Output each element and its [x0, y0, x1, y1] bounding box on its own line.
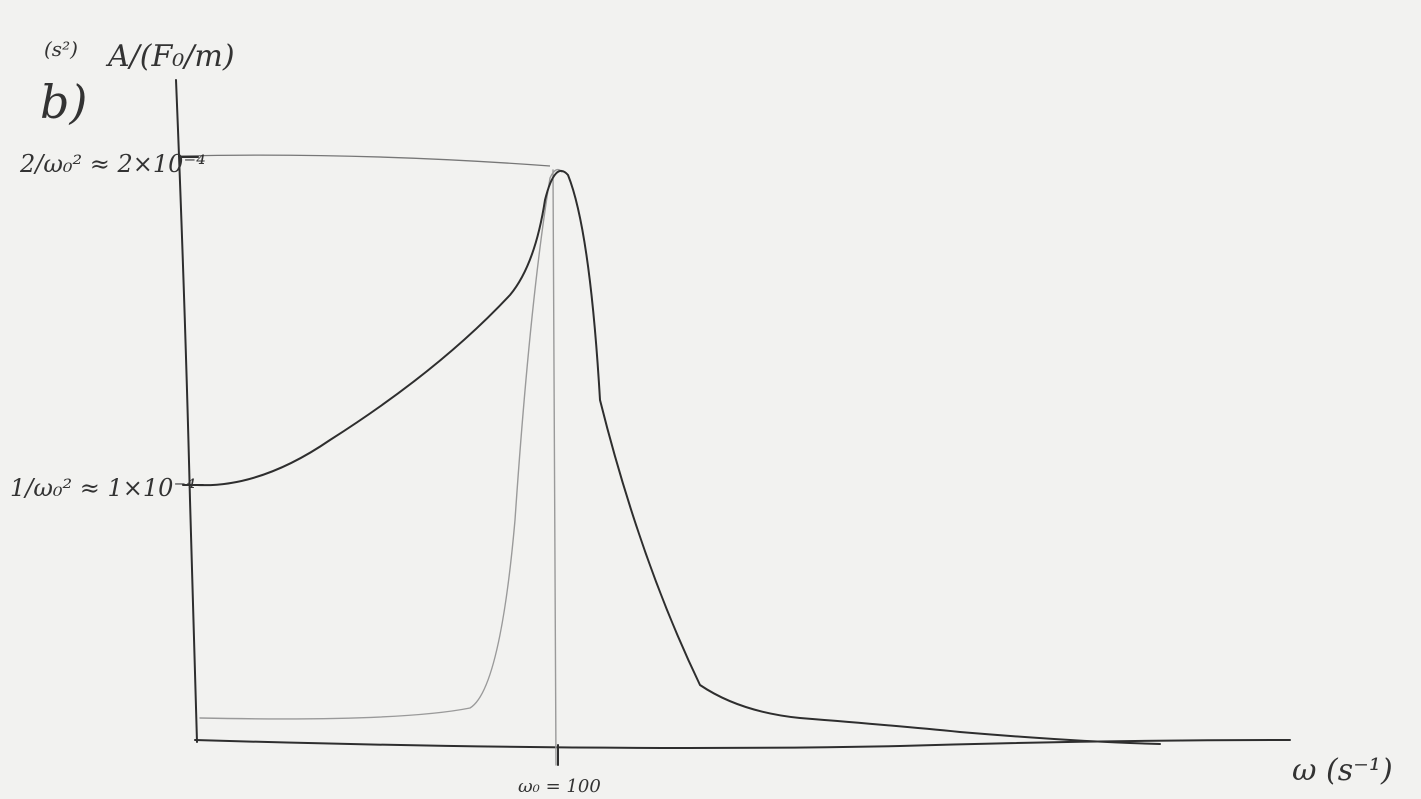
part-label: b): [40, 75, 87, 129]
x-mark-label: ω₀ = 100: [518, 776, 601, 797]
y-label-low: 1/ω₀² ≈ 1×10⁻⁴: [10, 474, 196, 502]
sketch: b) (s²) A/(F₀/m) 2/ω₀² ≈ 2×10⁻⁴ 1/ω₀² ≈ …: [0, 0, 1421, 799]
y-label-high: 2/ω₀² ≈ 2×10⁻⁴: [19, 150, 206, 178]
x-axis-label: ω (s⁻¹): [1292, 753, 1393, 788]
y-axis-unit: (s²): [44, 37, 78, 61]
paper: [0, 0, 1421, 799]
y-axis-label: A/(F₀/m): [105, 39, 235, 74]
page: {"sketch": { "part_label": "b)", "y_axis…: [0, 0, 1421, 799]
